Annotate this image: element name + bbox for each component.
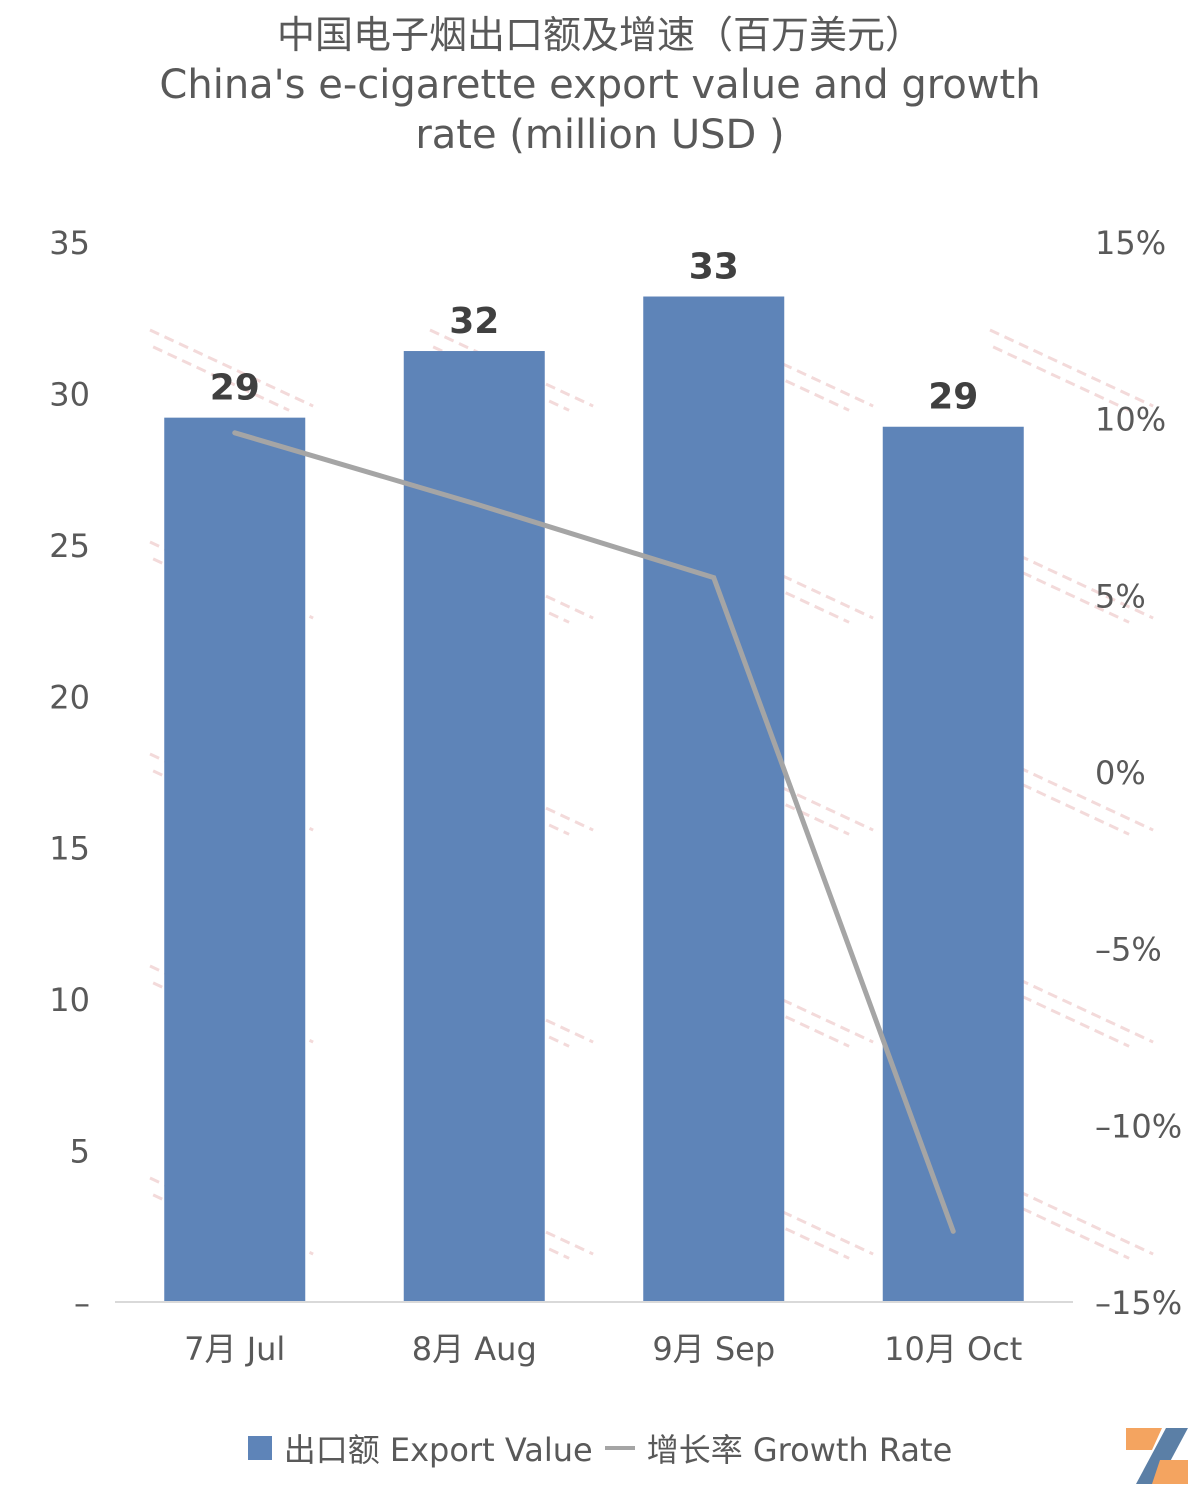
right-tick: –10% (1095, 1107, 1182, 1145)
bar-label: 29 (928, 377, 978, 418)
right-tick: 15% (1095, 224, 1166, 262)
growth-line (232, 430, 956, 1234)
right-tick: 0% (1095, 754, 1146, 792)
right-tick: 10% (1095, 401, 1166, 439)
watermark-mark (989, 328, 1154, 412)
left-tick: 20 (49, 678, 90, 716)
x-tick: 7月 Jul (184, 1330, 285, 1368)
x-tick: 10月 Oct (884, 1330, 1022, 1368)
bar-label: 32 (449, 301, 499, 342)
left-tick: 35 (49, 224, 90, 262)
x-tick: 9月 Sep (652, 1330, 775, 1368)
chart-title-en-2: rate (million USD ) (415, 112, 785, 158)
x-tick: 8月 Aug (412, 1330, 537, 1368)
right-tick: 5% (1095, 577, 1146, 615)
left-tick: 15 (49, 830, 90, 868)
legend-export: 出口额 Export Value (283, 1431, 593, 1469)
left-tick: 10 (49, 981, 90, 1019)
right-tick: –15% (1095, 1284, 1182, 1322)
watermark-mark (149, 328, 314, 412)
legend-growth: 增长率 Growth Rate (646, 1431, 953, 1469)
right-tick: –5% (1095, 931, 1162, 969)
bar-label: 33 (689, 247, 739, 288)
brand-logo (1126, 1428, 1188, 1484)
left-tick: 30 (49, 375, 90, 413)
chart-title-cn: 中国电子烟出口额及增速（百万美元） (276, 13, 923, 57)
bar-2 (643, 296, 785, 1302)
bar-label: 29 (210, 368, 260, 409)
bar-1 (403, 351, 545, 1302)
bar-0 (164, 417, 306, 1303)
legend-bar-swatch (247, 1436, 272, 1460)
bar-3 (882, 426, 1024, 1302)
legend-line-swatch (604, 1446, 635, 1450)
left-tick: – (74, 1284, 90, 1322)
chart-title-en-1: China's e-cigarette export value and gro… (159, 62, 1041, 108)
left-tick: 25 (49, 527, 90, 565)
legend: 出口额 Export Value 增长率 Growth Rate (0, 1425, 1200, 1471)
left-tick: 5 (70, 1133, 90, 1171)
